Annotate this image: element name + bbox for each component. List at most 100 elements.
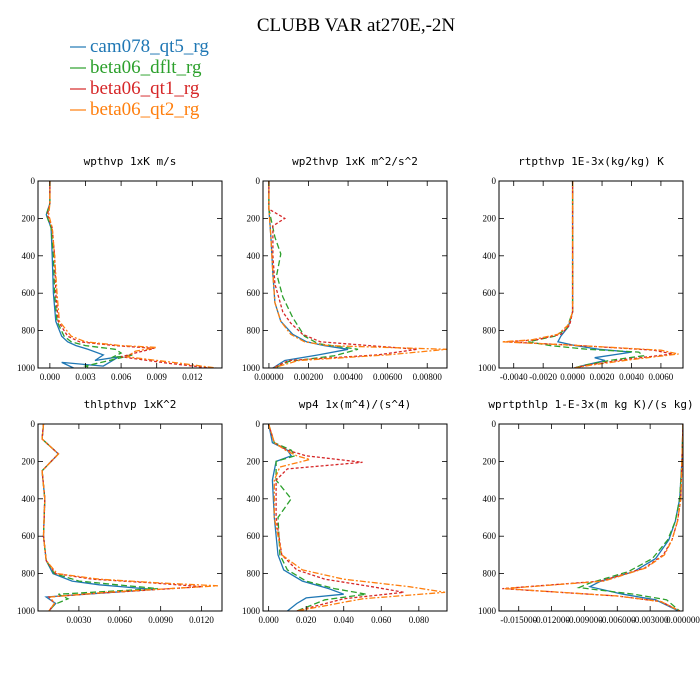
- legend-label: beta06_dflt_rg: [90, 57, 202, 78]
- y-tick-label: 600: [22, 531, 36, 541]
- y-tick-label: 400: [483, 494, 497, 504]
- series-line-2: [45, 181, 134, 368]
- y-tick-label: 200: [22, 456, 36, 466]
- legend: cam078_qt5_rgbeta06_dflt_rgbeta06_qt1_rg…: [70, 36, 209, 120]
- y-tick-label: 800: [483, 569, 497, 579]
- x-tick-label: 0.0120: [189, 615, 214, 625]
- y-tick-label: 400: [247, 494, 261, 504]
- plot-frame: [262, 423, 448, 612]
- series-line-4: [48, 181, 217, 368]
- x-tick-label: 0.00400: [333, 372, 363, 382]
- y-tick-label: 0: [492, 176, 497, 186]
- x-tick-label: 0.009: [147, 372, 168, 382]
- panel-3: rtpthvp 1E-3x(kg/kg) K02004006008001000-…: [478, 155, 684, 382]
- x-tick-label: 0.00600: [373, 372, 403, 382]
- series-line-4: [504, 424, 683, 611]
- x-tick-label: -0.0020: [529, 372, 557, 382]
- legend-label: cam078_qt5_rg: [90, 36, 209, 57]
- series-line-2: [576, 424, 683, 611]
- y-tick-label: 400: [22, 494, 36, 504]
- x-tick-label: 0.00800: [413, 372, 443, 382]
- y-tick-label: 1000: [17, 363, 36, 373]
- x-tick-label: 0.0060: [649, 372, 674, 382]
- y-tick-label: 1000: [242, 363, 261, 373]
- y-tick-label: 200: [22, 213, 36, 223]
- x-tick-label: 0.003: [75, 372, 96, 382]
- x-tick-label: 0.000: [40, 372, 61, 382]
- x-tick-label: -0.003000: [632, 615, 669, 625]
- x-tick-label: 0.000: [259, 615, 280, 625]
- series-line-2: [528, 181, 645, 368]
- x-tick-label: 0.040: [334, 615, 355, 625]
- x-tick-label: -0.015000: [500, 615, 537, 625]
- y-tick-label: 800: [22, 326, 36, 336]
- y-tick-label: 800: [247, 326, 261, 336]
- series-line-3: [502, 424, 683, 611]
- panel-6: wprtpthlp 1-E-3x(m kg K)/(s kg) 0 200 400 60…: [478, 398, 700, 625]
- x-tick-label: 0.0090: [148, 615, 173, 625]
- series-line-3: [41, 424, 202, 611]
- plot-frame: [37, 423, 223, 612]
- x-tick-label: 0.012: [182, 372, 202, 382]
- legend-label: beta06_qt1_rg: [90, 78, 200, 99]
- panel-title: rtpthvp 1E-3x(kg/kg) K: [518, 155, 664, 168]
- x-tick-label: 0.0060: [107, 615, 132, 625]
- plot-frame: [37, 180, 223, 369]
- legend-label: beta06_qt2_rg: [90, 99, 200, 120]
- y-tick-label: 600: [483, 288, 497, 298]
- y-tick-label: 200: [247, 456, 261, 466]
- series-line-4: [501, 181, 679, 368]
- series-line-1: [267, 424, 344, 611]
- plot-frame: [498, 180, 684, 369]
- x-tick-label: 0.0030: [67, 615, 92, 625]
- y-tick-label: 0: [31, 419, 36, 429]
- y-tick-label: 1000: [478, 606, 497, 616]
- x-tick-label: -0.012000: [533, 615, 570, 625]
- series-line-2: [41, 424, 158, 611]
- series-line-1: [588, 424, 683, 611]
- y-tick-label: 600: [247, 288, 261, 298]
- y-tick-label: 0: [31, 176, 36, 186]
- series-line-4: [267, 424, 446, 611]
- y-tick-label: 600: [483, 531, 497, 541]
- x-tick-label: 0.060: [371, 615, 392, 625]
- plot-frame: [262, 180, 448, 369]
- series-line-4: [41, 424, 218, 611]
- x-tick-label: 0.020: [296, 615, 317, 625]
- plot-frame: [498, 423, 684, 612]
- series-line-4: [268, 181, 447, 368]
- y-tick-label: 200: [483, 456, 497, 466]
- panel-2: wp2thvp 1xK m^2/s^2020040060080010000.00…: [242, 155, 448, 382]
- panel-title: wpthvp 1xK m/s: [84, 155, 177, 168]
- panel-1: wpthvp 1xK m/s 0 200 400 600 800 1000 0.000 0.00…: [17, 155, 223, 382]
- panel-title: wprtpthlp 1-E-3x(m kg K)/(s kg): [488, 398, 693, 411]
- x-tick-label: -0.009000: [566, 615, 603, 625]
- y-tick-label: 200: [247, 213, 261, 223]
- y-tick-label: 600: [22, 288, 36, 298]
- figure-title: CLUBB VAR at270E,-2N: [257, 15, 456, 36]
- y-tick-label: 0: [256, 176, 261, 186]
- y-tick-label: 400: [483, 251, 497, 261]
- x-tick-label: -0.0040: [500, 372, 528, 382]
- panel-title: wp4 1x(m^4)/(s^4): [299, 398, 412, 411]
- series-line-2: [268, 181, 359, 368]
- series-line-3: [46, 181, 211, 368]
- panel-title: wp2thvp 1xK m^2/s^2: [292, 155, 418, 168]
- series-line-1: [268, 181, 349, 368]
- x-tick-label: -0.006000: [599, 615, 636, 625]
- x-tick-label: 0.00000: [254, 372, 284, 382]
- x-tick-label: 0.0000: [560, 372, 585, 382]
- y-tick-label: 400: [247, 251, 261, 261]
- y-tick-label: 800: [22, 569, 36, 579]
- y-tick-label: 800: [247, 569, 261, 579]
- y-tick-label: 800: [483, 326, 497, 336]
- x-tick-label: 0.0040: [619, 372, 644, 382]
- panel-title: thlpthvp 1xK^2: [84, 398, 177, 411]
- x-tick-label: 0.080: [409, 615, 430, 625]
- x-tick-label: 0.0020: [590, 372, 615, 382]
- y-tick-label: 1000: [242, 606, 261, 616]
- y-tick-label: 400: [22, 251, 36, 261]
